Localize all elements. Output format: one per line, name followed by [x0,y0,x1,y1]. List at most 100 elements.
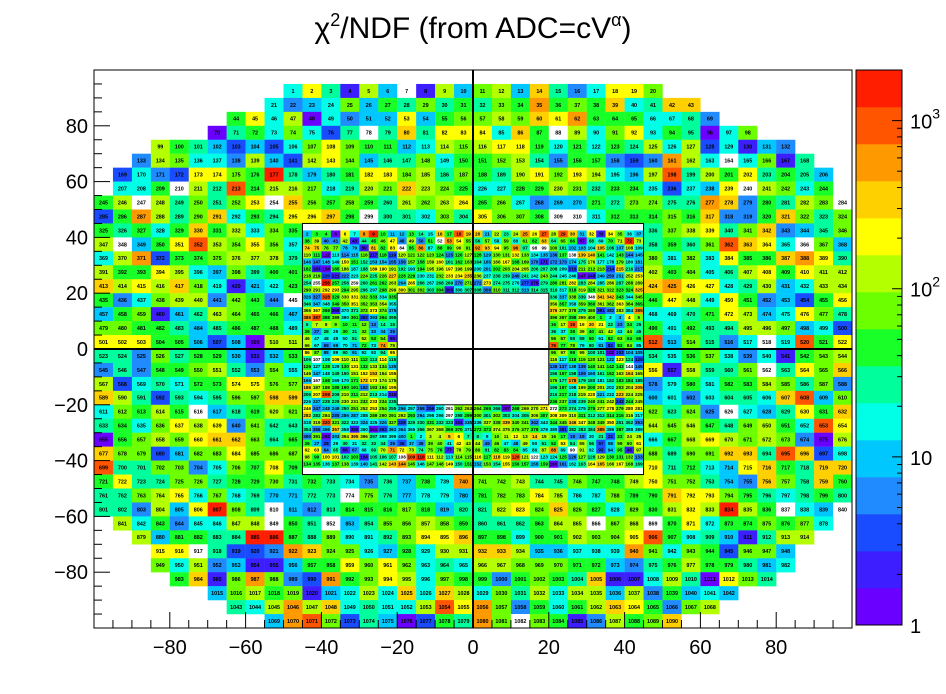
cell [567,600,587,615]
cell-number: 53 [447,238,453,243]
cell-number: 207 [540,266,548,271]
cell-number: 558 [686,368,695,374]
cell [567,474,587,489]
cell-number: 496 [762,326,771,332]
cell-number: 852 [326,521,335,527]
cell-number: 956 [288,563,297,569]
cell [491,167,512,182]
cell-number: 1062 [590,605,602,611]
inner-cell [615,321,625,329]
inner-cell [615,425,625,433]
inner-cell [302,446,313,454]
cell-number: 192 [554,173,563,179]
cell-number: 59 [617,441,623,446]
inner-cell [491,265,502,273]
inner-cell [558,404,568,412]
cell [681,111,701,126]
cell-number: 569 [137,382,146,388]
cell [169,544,189,559]
cell [188,460,208,475]
cell-number: 860 [478,521,487,527]
cell [624,195,644,210]
cell [529,195,549,210]
cell-number: 397 [370,434,378,439]
cell-number: 392 [360,315,368,320]
cell-number: 53 [560,441,566,446]
inner-cell [482,251,493,259]
inner-cell [330,411,341,419]
cell [169,516,189,531]
inner-cell [473,244,483,252]
inner-cell [444,286,455,294]
cell-number: 350 [607,420,615,425]
cell-number: 302 [417,287,425,292]
inner-cell [302,237,313,245]
cell [169,181,189,196]
cell-number: 335 [288,228,297,234]
cell-number: 110 [303,252,311,257]
cell-number: 108 [398,455,406,460]
inner-cell [378,300,388,308]
inner-cell [529,425,540,433]
cell-number: 121 [573,145,582,151]
cell-number: 681 [175,452,184,458]
inner-cell [454,404,464,412]
inner-cell [558,300,568,308]
cell-number: 230 [417,273,425,278]
cell [719,376,739,392]
cell [207,139,227,154]
cell-number: 329 [175,228,184,234]
cell-number: 1071 [306,619,318,625]
cell-number: 1075 [382,619,394,625]
inner-cell [359,460,369,468]
inner-cell [311,439,322,447]
inner-cell [596,362,606,371]
inner-cell [596,425,606,433]
cell [150,335,170,350]
cell-number: 621 [288,410,297,416]
cell [700,279,720,294]
cell [188,516,208,531]
cell-number: 86 [305,350,311,355]
cell-number: 593 [175,396,184,402]
inner-cell [302,272,313,280]
cell [112,418,133,433]
inner-cell [454,411,464,419]
cell-number: 920 [251,549,260,555]
cell [321,474,341,489]
inner-cell [615,369,625,378]
cell-number: 355 [389,301,397,306]
cell [529,600,549,615]
cell [226,125,246,140]
cell-number: 866 [592,521,601,527]
cell [150,293,170,308]
cell-number: 154 [379,371,387,376]
cell-number: 223 [351,273,359,278]
cell [302,209,322,224]
cell [226,181,246,196]
inner-cell [406,265,417,273]
colorbar-label-base: 10 [910,448,932,470]
cell-number: 1090 [666,619,678,625]
cell [264,362,284,378]
cell-number: 643 [288,424,297,430]
inner-cell [416,453,426,461]
cell-number: 78 [570,343,576,348]
cell-number: 238 [569,399,577,404]
cell [510,181,531,196]
inner-cell [302,411,313,419]
cell-number: 228 [398,273,406,278]
cell-number: 184 [402,173,411,179]
inner-cell [567,390,578,399]
cell-number: 538 [724,354,733,360]
cell-number: 277 [705,200,714,206]
inner-cell [567,265,578,273]
cell-number: 143 [616,252,624,257]
cell-number: 185 [635,378,643,383]
inner-cell [605,432,616,440]
cell [131,460,152,475]
cell-number: 245 [559,273,567,278]
inner-cell [416,286,426,294]
inner-cell [596,237,606,245]
